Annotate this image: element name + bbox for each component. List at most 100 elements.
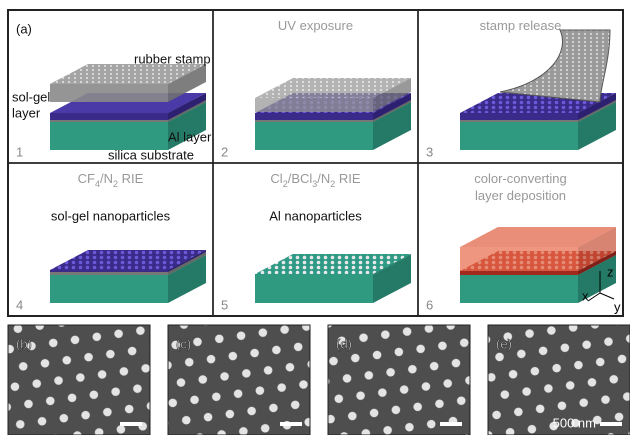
- slab-side: [168, 64, 206, 102]
- axis-arrow: [587, 292, 601, 302]
- step-number: 1: [16, 144, 23, 159]
- slab-top: [460, 227, 616, 247]
- scale-bar: [440, 422, 462, 426]
- slab-side: [578, 251, 616, 275]
- scale-bar: [600, 422, 622, 426]
- slab-side: [373, 255, 411, 303]
- sem-label: (c): [176, 336, 191, 351]
- step-number: 3: [426, 144, 433, 159]
- slab-side: [373, 102, 411, 150]
- slab-side: [373, 93, 411, 120]
- slab-side: [168, 100, 206, 122]
- title-part: CF: [78, 171, 95, 186]
- slab-side: [168, 250, 206, 272]
- slab-front: [460, 247, 578, 271]
- slab-front: [255, 122, 373, 150]
- title-part: /N: [317, 171, 330, 186]
- slab-front: [460, 113, 578, 120]
- slab-side: [578, 93, 616, 120]
- panel-frame: [417, 162, 624, 317]
- sem-label: (d): [336, 336, 352, 351]
- slab-side: [373, 78, 411, 112]
- title-part: RIE: [335, 171, 361, 186]
- slab-front: [50, 120, 168, 122]
- step-title: layer deposition: [475, 188, 566, 203]
- slab-front: [50, 84, 168, 102]
- title-part: 2: [330, 179, 335, 189]
- axis-label: y: [614, 299, 621, 314]
- slab-front: [460, 271, 578, 275]
- slab-front: [460, 120, 578, 122]
- slab-top: [255, 78, 411, 98]
- slab-front: [255, 274, 373, 275]
- title-part: UV exposure: [278, 18, 353, 33]
- axis-label: x: [582, 288, 589, 303]
- step-number: 6: [426, 297, 433, 312]
- title-part: stamp release: [480, 18, 562, 33]
- scale-bar: [120, 422, 142, 426]
- layer-label: layer: [12, 105, 41, 120]
- slab-side: [373, 100, 411, 122]
- step-number: 2: [221, 144, 228, 159]
- slab-front: [255, 98, 373, 112]
- title-part: Cl: [270, 171, 282, 186]
- sem-label: (b): [16, 336, 32, 351]
- title-part: layer deposition: [475, 188, 566, 203]
- step-number: 5: [221, 297, 228, 312]
- layer-label: silica substrate: [108, 147, 194, 162]
- slab-front: [50, 122, 168, 150]
- slab-top: [50, 250, 206, 270]
- layer-label: Al layer: [168, 129, 212, 144]
- scale-bar: [280, 422, 302, 426]
- slab-side: [168, 102, 206, 150]
- slab-side: [373, 254, 411, 275]
- title-part: 3: [312, 179, 317, 189]
- peeling-stamp: [499, 29, 611, 103]
- layer-label: rubber stamp: [134, 51, 211, 66]
- slab-side: [578, 227, 616, 271]
- title-part: 2: [283, 179, 288, 189]
- step-title: UV exposure: [278, 18, 353, 33]
- slab-side: [168, 255, 206, 303]
- layer-label: sol-gel: [12, 89, 50, 104]
- slab-front: [50, 270, 168, 272]
- axis-label: z: [607, 264, 614, 279]
- slab-side: [578, 102, 616, 150]
- title-part: 2: [113, 179, 118, 189]
- title-part: color-converting: [474, 171, 567, 186]
- slab-side: [578, 100, 616, 122]
- sem-image: [327, 324, 471, 435]
- slab-front: [50, 272, 168, 275]
- title-part: RIE: [118, 171, 144, 186]
- slab-front: [50, 275, 168, 303]
- sem-image: [7, 324, 151, 435]
- step-title: color-converting: [474, 171, 567, 186]
- slab-side: [578, 255, 616, 303]
- title-part: /N: [100, 171, 113, 186]
- sem-image: [167, 324, 311, 435]
- step-title: CF4/N2 RIE: [78, 171, 144, 189]
- title-part: /BCl: [288, 171, 313, 186]
- scale-text: 500 nm: [553, 415, 596, 430]
- figure-label: (a): [16, 21, 32, 36]
- slab-side: [168, 252, 206, 275]
- slab-front: [255, 275, 373, 303]
- axis-arrow: [599, 292, 615, 300]
- step-caption: Al nanoparticles: [269, 208, 362, 223]
- sem-label: (e): [496, 336, 512, 351]
- step-title: stamp release: [480, 18, 562, 33]
- slab-front: [460, 122, 578, 150]
- title-part: 4: [95, 179, 100, 189]
- sem-image: [487, 324, 630, 435]
- slab-front: [255, 120, 373, 122]
- slab-front: [255, 113, 373, 120]
- slab-top: [50, 64, 206, 84]
- slab-front: [50, 113, 168, 120]
- step-number: 4: [16, 297, 23, 312]
- step-title: Cl2/BCl3/N2 RIE: [270, 171, 361, 189]
- slab-front: [460, 275, 578, 303]
- slab-top: [255, 254, 411, 274]
- step-caption: sol-gel nanoparticles: [51, 208, 171, 223]
